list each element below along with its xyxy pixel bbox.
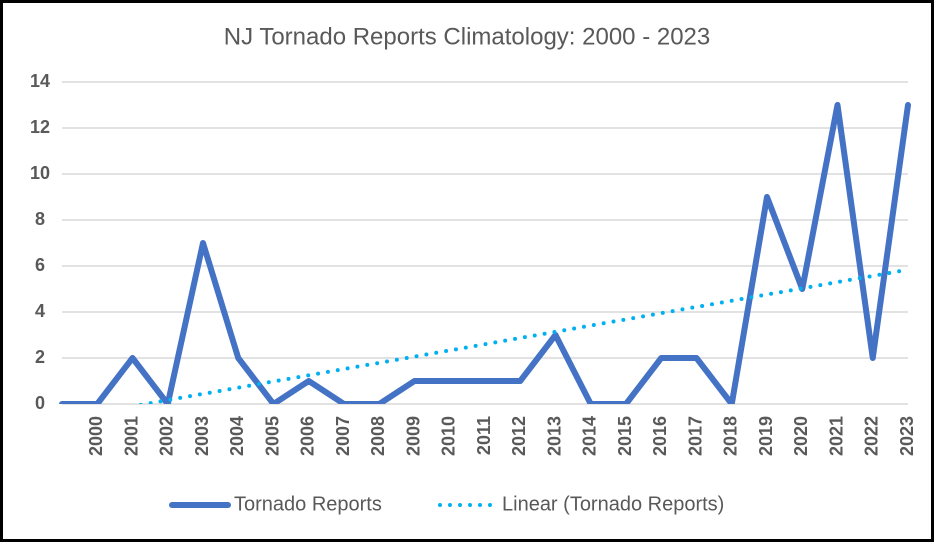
- x-tick-label: 2014: [580, 416, 600, 456]
- y-tick-label: 10: [30, 163, 50, 183]
- x-tick-label: 2022: [862, 416, 882, 456]
- x-tick-label: 2016: [650, 416, 670, 456]
- chart-title: NJ Tornado Reports Climatology: 2000 - 2…: [224, 23, 711, 50]
- x-tick-label: 2018: [721, 416, 741, 456]
- x-tick-label: 2001: [121, 416, 141, 456]
- x-tick-label: 2019: [756, 416, 776, 456]
- x-tick-label: 2012: [509, 416, 529, 456]
- y-tick-label: 2: [35, 347, 45, 367]
- x-tick-label: 2007: [333, 416, 353, 456]
- y-tick-label: 4: [35, 301, 45, 321]
- plot-area: [59, 102, 911, 404]
- x-tick-label: 2020: [791, 416, 811, 456]
- y-tick-label: 14: [30, 71, 50, 91]
- x-tick-label: 2009: [403, 416, 423, 456]
- x-tick-label: 2005: [262, 416, 282, 456]
- legend-label: Tornado Reports: [234, 493, 382, 515]
- y-tick-label: 8: [35, 209, 45, 229]
- y-tick-label: 6: [35, 255, 45, 275]
- x-tick-label: 2010: [439, 416, 459, 456]
- x-tick-label: 2008: [368, 416, 388, 456]
- x-tick-label: 2002: [157, 416, 177, 456]
- legend-label: Linear (Tornado Reports): [502, 493, 724, 515]
- x-tick-label: 2011: [474, 416, 494, 455]
- x-tick-label: 2003: [192, 416, 212, 456]
- x-tick-label: 2006: [298, 416, 318, 456]
- x-tick-label: 2000: [86, 416, 106, 456]
- x-tick-label: 2013: [544, 416, 564, 456]
- x-tick-label: 2021: [826, 416, 846, 456]
- x-tick-label: 2023: [897, 416, 917, 456]
- y-tick-label: 0: [35, 393, 45, 413]
- x-tick-label: 2004: [227, 416, 247, 456]
- x-tick-label: 2017: [685, 416, 705, 456]
- y-tick-label: 12: [30, 117, 50, 137]
- data-line: [59, 102, 911, 404]
- trend-line: [134, 267, 910, 404]
- x-tick-label: 2015: [615, 416, 635, 456]
